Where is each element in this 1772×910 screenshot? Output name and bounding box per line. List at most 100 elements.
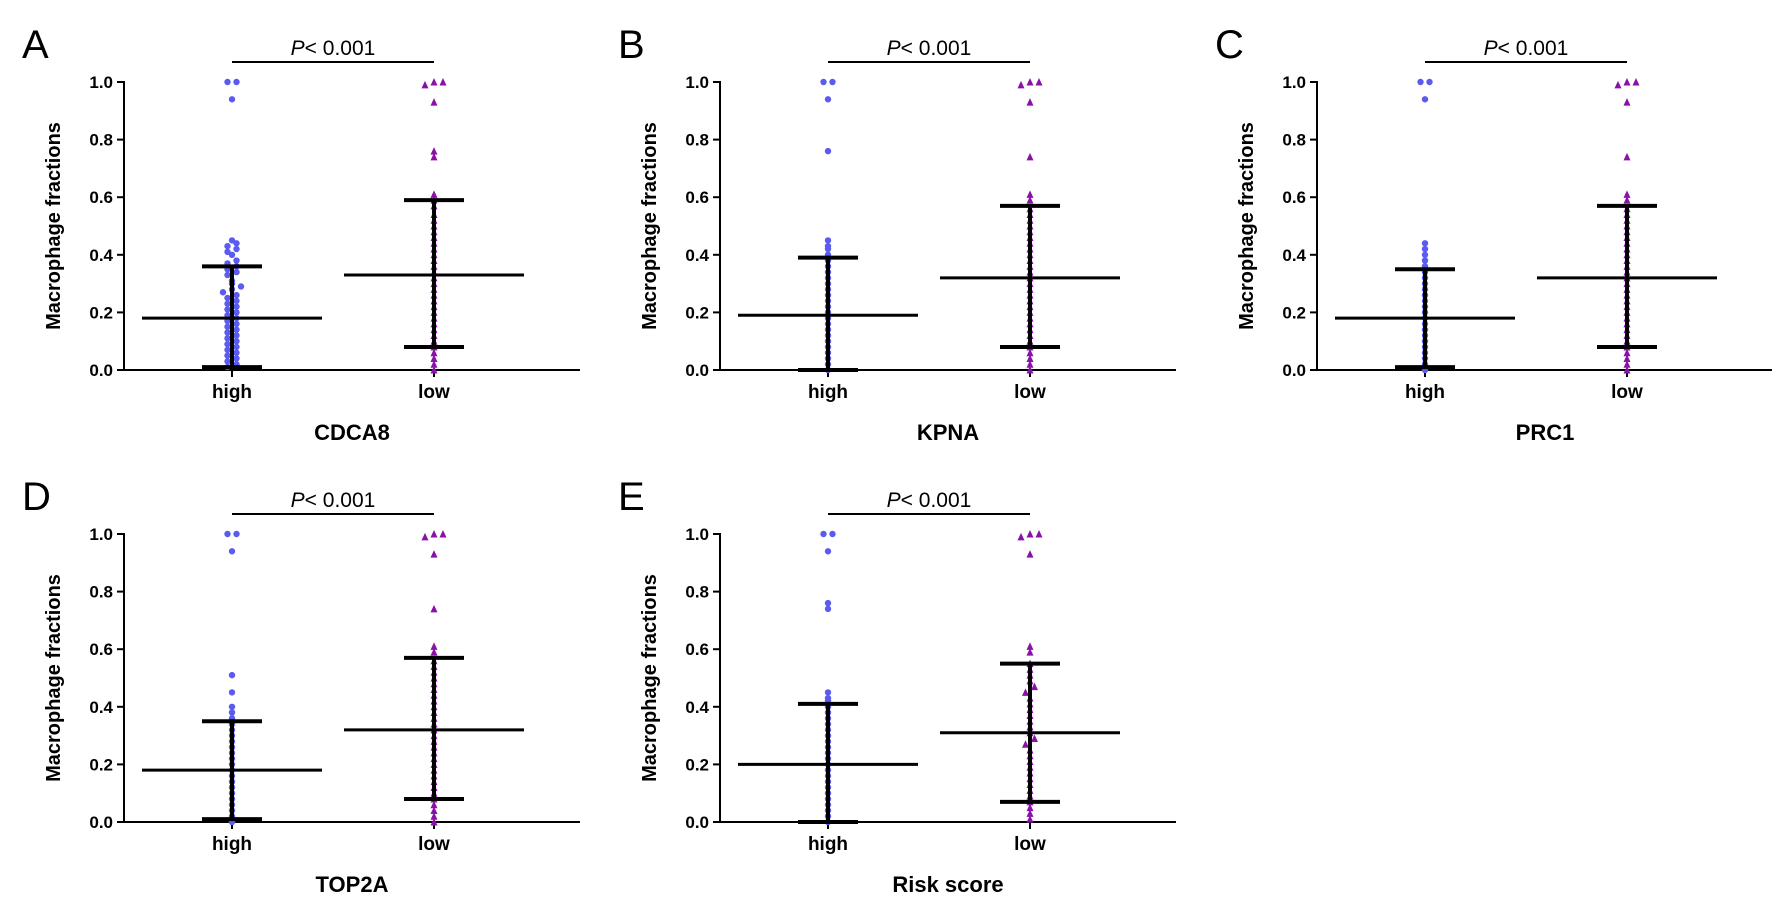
point-low	[1022, 688, 1029, 696]
panel-letter: A	[22, 23, 49, 67]
point-low	[1026, 815, 1034, 823]
point-high	[233, 320, 240, 328]
point-low	[430, 360, 438, 368]
category-label-low: low	[1014, 834, 1046, 855]
y-tick-label: 0.8	[89, 583, 113, 602]
point-high	[224, 300, 231, 307]
point-low	[1623, 354, 1631, 362]
y-tick-label: 0.8	[685, 583, 709, 602]
point-low	[1623, 348, 1631, 357]
y-tick-label: 0.2	[685, 303, 709, 322]
y-tick-label: 0.2	[89, 755, 113, 774]
y-axis-title: Macrophage fractions	[639, 574, 661, 782]
y-tick-label: 0.8	[1282, 131, 1306, 150]
point-high	[224, 346, 231, 354]
point-low	[430, 348, 438, 357]
point-low	[1017, 80, 1025, 89]
point-high	[224, 78, 231, 86]
point-high	[233, 355, 240, 362]
point-high	[224, 323, 231, 330]
point-high	[1426, 78, 1433, 86]
y-axis-title: Macrophage fractions	[639, 122, 661, 330]
point-low	[1026, 530, 1034, 538]
category-label-high: high	[808, 834, 848, 855]
significance-label: P< 0.001	[291, 489, 376, 512]
significance-label: P< 0.001	[887, 489, 972, 512]
y-tick-label: 0.8	[685, 131, 709, 150]
panel-letter: B	[618, 23, 645, 67]
panel-c: C P< 0.001 0.0 0.2 0.4 0.6 0.8 1.0 high low Macrop…	[1215, 23, 1772, 445]
y-tick-label: 0.6	[89, 188, 113, 207]
point-low	[430, 648, 438, 656]
point-high	[233, 309, 240, 316]
point-high	[228, 548, 236, 555]
point-high	[829, 78, 836, 86]
panel-b: B P< 0.001 0.0 0.2 0.4 0.6 0.8 1.0 high low Macrop…	[618, 23, 1176, 445]
point-low	[1035, 530, 1043, 538]
point-low	[1623, 196, 1631, 204]
y-tick-label: 0.0	[1282, 361, 1306, 380]
point-low	[1017, 532, 1025, 541]
y-tick-label: 0.0	[685, 813, 709, 832]
point-high	[233, 343, 240, 351]
point-low	[1632, 78, 1640, 86]
point-high	[824, 599, 832, 607]
point-low	[1035, 78, 1043, 86]
y-tick-label: 0.6	[685, 640, 709, 659]
point-high	[219, 289, 227, 296]
point-low	[1026, 803, 1034, 812]
point-low	[1623, 366, 1631, 374]
point-low	[1026, 98, 1034, 106]
point-low	[439, 78, 447, 86]
panel-letter: E	[618, 475, 645, 519]
y-tick-label: 0.6	[1282, 188, 1306, 207]
point-high	[233, 530, 240, 538]
point-high	[233, 326, 240, 333]
category-label-high: high	[212, 834, 252, 855]
point-high	[824, 605, 832, 613]
point-high	[228, 709, 236, 716]
point-low	[1026, 360, 1034, 368]
point-high	[233, 349, 240, 356]
point-low	[1026, 190, 1034, 198]
point-high	[224, 340, 231, 348]
point-low	[430, 800, 438, 809]
point-low	[1026, 648, 1034, 656]
category-label-low: low	[418, 382, 450, 403]
y-tick-label: 1.0	[685, 73, 709, 92]
x-axis-title: Risk score	[892, 872, 1003, 897]
point-high	[824, 96, 832, 103]
y-tick-label: 0.8	[89, 131, 113, 150]
point-low	[430, 818, 438, 826]
point-low	[1614, 80, 1622, 89]
point-low	[1623, 98, 1631, 106]
y-tick-label: 0.2	[685, 755, 709, 774]
point-high	[228, 703, 236, 710]
point-low	[430, 604, 438, 613]
point-high	[228, 689, 236, 696]
significance-label: P< 0.001	[887, 37, 972, 60]
point-low	[1623, 360, 1631, 368]
point-low	[1026, 152, 1034, 161]
point-low	[1031, 734, 1038, 742]
point-low	[430, 190, 438, 198]
point-high	[1421, 96, 1429, 103]
category-label-high: high	[808, 382, 848, 403]
point-high	[233, 257, 240, 264]
point-high	[224, 294, 231, 302]
point-low	[430, 812, 438, 820]
y-tick-label: 0.4	[685, 246, 709, 265]
point-high	[824, 548, 832, 555]
point-high	[224, 530, 231, 538]
point-high	[224, 248, 231, 256]
y-tick-label: 0.6	[685, 188, 709, 207]
panel-letter: C	[1215, 23, 1244, 67]
significance-label: P< 0.001	[291, 37, 376, 60]
point-low	[430, 152, 438, 161]
point-high	[233, 78, 240, 86]
x-axis-title: PRC1	[1516, 420, 1575, 445]
point-low	[1026, 354, 1034, 362]
point-high	[1417, 78, 1424, 86]
point-high	[824, 694, 832, 702]
point-high	[233, 245, 240, 253]
